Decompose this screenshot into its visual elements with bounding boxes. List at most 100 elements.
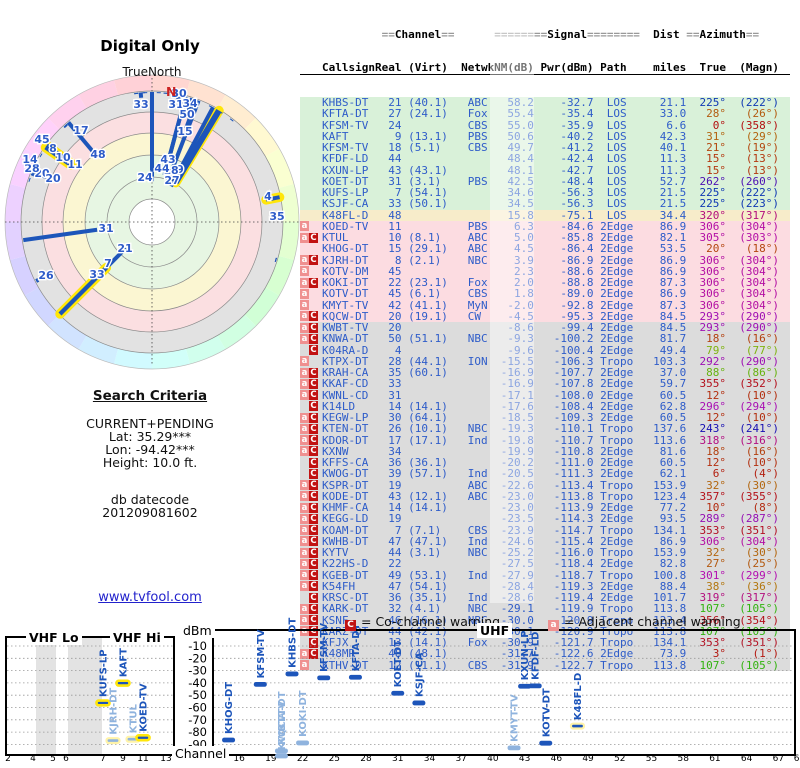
radar-channel-label: 17 <box>73 124 88 137</box>
azimuth-values: 306° (304°) <box>686 287 779 301</box>
signal-bar-koed-tv <box>135 734 151 742</box>
azimuth-values: 107° (105°) <box>686 602 779 616</box>
station-data: KWBT-TV 20 -8.6 -99.4 2Edge 84.5 <box>322 321 687 334</box>
co-channel-warning-badge: C <box>309 626 318 637</box>
azimuth-values: 306° (304°) <box>686 276 779 289</box>
station-data: KFSM-TV 24 CBS 55.0 -35.9 LOS 6.6 <box>322 118 687 132</box>
co-channel-warning-badge: C <box>309 277 318 288</box>
radar-channel-label: 18 <box>163 164 178 177</box>
table-row-kfdf-ld: KFDF-LD 44 48.4 -42.4 LOS 11.3 15° (13°) <box>300 153 790 165</box>
adjacent-warning-badge: a <box>300 412 309 423</box>
adjacent-warning-badge: a <box>300 626 309 637</box>
table-row-ktpx-dt: a KTPX-DT 28 (44.1) ION -15.5 -106.3 Trop… <box>300 356 790 367</box>
station-data: KSNF 46 (16.1) NBC -30.0 -120.9 Tropo 12… <box>322 613 687 627</box>
datecode-value: 201209081602 <box>102 505 198 520</box>
adjacent-warning-badge: a <box>300 547 309 558</box>
station-data: KXUN-LP 43 (43.1) 48.1 -42.7 LOS 11.3 <box>322 163 687 177</box>
co-channel-warning-badge: C <box>309 390 318 400</box>
radar-channel-label: 14 <box>22 153 38 166</box>
station-data: KTHV-DT 12 (11.1) CBS -31.9 -122.7 Tropo… <box>322 658 687 672</box>
azimuth-values: 318° (316°) <box>686 433 779 447</box>
table-row-ksjf-ca: KSJF-CA 33 (50.1) 34.5 -56.3 LOS 21.5 22… <box>300 198 790 210</box>
adjacent-warning-badge: a <box>300 356 309 367</box>
signal-bar-kufs-lp <box>95 699 111 707</box>
signal-bar-kotv-dt <box>539 740 553 746</box>
co-channel-warning-badge: C <box>309 423 318 434</box>
dbm-tick-label: -50 <box>188 688 207 702</box>
station-label-ktul: KTUL <box>129 704 140 734</box>
co-channel-warning-badge: C <box>309 615 318 625</box>
channel-tick-label: 37 <box>455 754 466 764</box>
radar-bar-ktpx-dt <box>30 171 39 178</box>
table-row-kthv-dt: a KTHV-DT 12 (11.1) CBS -31.9 -122.7 Trop… <box>300 658 790 672</box>
radar-bar-kegw-lp <box>176 94 181 99</box>
adjacent-channel-warning-icon: a <box>548 620 559 631</box>
channel-tick-label: 61 <box>709 754 720 764</box>
azimuth-values: 32° (30°) <box>686 546 779 559</box>
radar-bar-k14ld <box>34 163 41 169</box>
radar-bar-kten-dt <box>35 278 40 283</box>
channel-tick-label: 67 <box>773 754 784 764</box>
station-label-kaft: KAFT <box>119 648 130 677</box>
station-label-khog-dt: KHOG-DT <box>224 682 235 734</box>
radar-channel-label: 34 <box>182 97 198 110</box>
azimuth-values: 38° (36°) <box>686 579 779 593</box>
co-channel-warning-badge: C <box>309 581 318 592</box>
table-row-ksnf: a C KSNF 46 (16.1) NBC -30.0 -120.9 Tropo … <box>300 613 790 627</box>
adjacent-warning-badge: a <box>300 333 309 344</box>
adjacent-warning-badge: a <box>300 603 309 614</box>
signal-bar-koki-dt <box>296 740 310 746</box>
radar-channel-label: 33 <box>133 98 148 111</box>
azimuth-values: 301° (299°) <box>686 568 779 582</box>
adjacent-warning-badge: a <box>300 648 309 659</box>
search-mode: CURRENT+PENDING <box>86 416 214 431</box>
radar-channel-label: 7 <box>104 257 112 270</box>
tvfool-link[interactable]: www.tvfool.com <box>98 590 202 605</box>
table-row-kffs-ca: C KFFS-CA 36 (36.1) -20.2 -111.0 2Edge 60… <box>300 457 790 469</box>
radar-bar-kxnw <box>189 97 195 101</box>
station-data: KAFT 9 (13.1) PBS 50.6 -40.2 LOS 42.3 <box>322 129 687 143</box>
table-row-ktul: a C KTUL 10 (8.1) ABC 5.0 -85.8 2Edge 82.1… <box>300 231 790 244</box>
azimuth-values: 293° (290°) <box>686 321 779 334</box>
adjacent-warning-badge: a <box>300 502 309 513</box>
radar-channel-label: 28 <box>24 162 39 175</box>
azimuth-values: 306° (304°) <box>686 253 779 267</box>
radar-channel-label: 4 <box>264 190 272 203</box>
station-label-kqcw-dt: KQCW-DT <box>277 691 288 745</box>
adjacent-warning-badge: a <box>300 378 309 389</box>
radar-bar-kjrh-dt <box>45 143 72 165</box>
station-data: KWOG-DT 39 (57.1) Ind -20.5 -111.3 2Edge… <box>322 467 687 481</box>
adjacent-warning-badge: a <box>300 367 309 378</box>
table-row-kxnw: a C KXNW 34 -19.9 -110.8 2Edge 81.6 18° (1… <box>300 446 790 457</box>
radar-bar-kotv-dt <box>45 143 70 164</box>
longitude-value: Lon: -94.42*** <box>105 442 195 457</box>
table-row-kjrh-dt: a C KJRH-DT 8 (2.1) NBC 3.9 -86.9 2Edge 86… <box>300 253 790 267</box>
table-row-khog-dt: KHOG-DT 15 (29.1) ABC 4.5 -86.4 2Edge 53… <box>300 242 790 256</box>
station-data: KYTV 44 (3.1) NBC -25.2 -116.0 Tropo 153… <box>322 546 687 559</box>
station-data: KRAH-CA 35 (60.1) -16.9 -107.7 2Edge 37.… <box>322 366 687 379</box>
co-channel-warning-badge: C <box>309 480 318 490</box>
radar-channel-label: 31 <box>98 222 113 235</box>
table-row-kxun-lp: KXUN-LP 43 (43.1) 48.1 -42.7 LOS 11.3 15… <box>300 163 790 177</box>
station-data: KUFS-LP 7 (54.1) 34.6 -56.3 LOS 21.5 <box>322 186 687 199</box>
adjacent-warning-badge: a <box>300 513 309 524</box>
table-row-kark-dt: a C KARK-DT 32 (4.1) NBC -29.1 -119.9 Trop… <box>300 602 790 616</box>
table-row-kfsm-tv: KFSM-TV 18 (5.1) CBS 49.7 -41.2 LOS 40.1… <box>300 142 790 154</box>
azimuth-values: 20° (18°) <box>686 242 779 256</box>
table-row-kfsm-tv: KFSM-TV 24 CBS 55.0 -35.9 LOS 6.6 0° (35… <box>300 118 790 132</box>
dbm-tick-label: -40 <box>188 676 207 690</box>
radar-channel-label: 10 <box>55 151 71 164</box>
azimuth-values: 12° (10°) <box>686 411 779 424</box>
table-group-header: ==Channel== ========Signal======== Dist … <box>381 27 760 41</box>
legend-adjacent-channel: a = Adjacent channel warning <box>548 614 741 631</box>
station-data: KTUL 10 (8.1) ABC 5.0 -85.8 2Edge 82.1 <box>322 231 687 244</box>
channel-tick-label: 11 <box>137 754 148 764</box>
co-channel-warning-badge: C <box>309 412 318 423</box>
azimuth-values: 320° (317°) <box>686 208 779 222</box>
table-row-kwhb-dt: a C KWHB-DT 47 (47.1) Ind -24.6 -115.4 2Ed… <box>300 536 790 547</box>
co-channel-warning-badge: C <box>309 547 318 558</box>
azimuth-values: 15° (13°) <box>686 163 779 177</box>
adjacent-warning-badge: a <box>300 558 309 569</box>
table-row-kgeb-dt: a C KGEB-DT 49 (53.1) Ind -27.9 -118.7 Tro… <box>300 568 790 582</box>
tvfool-link-wrap: www.tvfool.com <box>28 590 272 605</box>
